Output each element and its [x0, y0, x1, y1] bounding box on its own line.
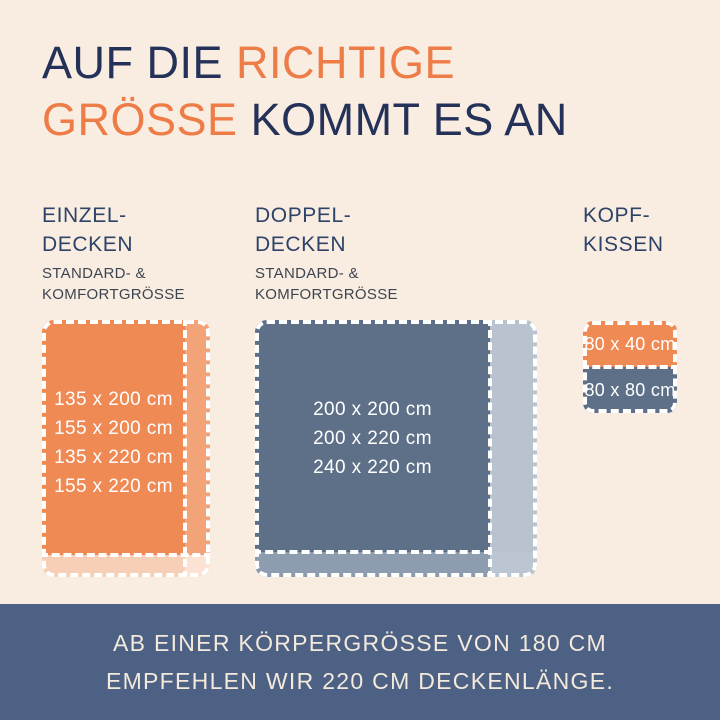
dashed-divider-horizontal	[42, 553, 210, 557]
size-label: 200 x 220 cm	[313, 427, 432, 449]
size-label: 200 x 200 cm	[313, 398, 432, 420]
size-label: 155 x 200 cm	[54, 417, 173, 439]
header-line: DECKEN	[42, 233, 134, 256]
title-segment: AUF DIE	[42, 37, 237, 88]
dashed-divider-horizontal	[255, 550, 492, 554]
section-header-einzeldecken: EINZEL- DECKEN	[42, 201, 133, 259]
dashed-divider-vertical	[488, 320, 492, 577]
doppel-size-list: 200 x 200 cm 200 x 220 cm 240 x 220 cm	[255, 320, 490, 552]
pillow-stack: 80 x 40 cm 80 x 80 cm	[583, 321, 677, 413]
einzel-width-extension	[185, 320, 210, 555]
size-label: 155 x 220 cm	[54, 475, 173, 497]
size-label: 80 x 80 cm	[584, 379, 676, 400]
subtitle-line: STANDARD- &	[42, 265, 146, 282]
pillow-80x40: 80 x 40 cm	[583, 321, 677, 367]
doppel-width-extension	[490, 320, 537, 552]
section-subtitle-einzeldecken: STANDARD- & KOMFORTGRÖSSE	[42, 263, 185, 305]
section-header-kopfkissen: KOPF- KISSEN	[583, 201, 664, 259]
size-label: 80 x 40 cm	[584, 333, 676, 354]
title-segment: GRÖSSE	[42, 94, 251, 145]
pillow-80x80: 80 x 80 cm	[583, 367, 677, 413]
title-line-1: AUF DIE RICHTIGE	[42, 37, 455, 88]
einzel-length-extension	[42, 555, 185, 577]
header-line: KISSEN	[583, 233, 664, 256]
header-line: DOPPEL-	[255, 204, 352, 227]
title-line-2: GRÖSSE KOMMT ES AN	[42, 94, 568, 145]
header-line: KOPF-	[583, 204, 651, 227]
title-segment: KOMMT ES AN	[250, 94, 568, 145]
doppel-corner-extension	[490, 552, 537, 577]
einzel-corner-extension	[185, 555, 210, 577]
banner-text-line: EMPFEHLEN WIR 220 CM DECKENLÄNGE.	[105, 668, 615, 694]
subtitle-line: STANDARD- &	[255, 265, 359, 282]
section-header-doppeldecken: DOPPEL- DECKEN	[255, 201, 351, 259]
size-label: 135 x 200 cm	[54, 388, 173, 410]
dashed-divider-vertical	[183, 320, 187, 577]
subtitle-line: KOMFORTGRÖSSE	[42, 286, 185, 303]
header-line: EINZEL-	[42, 204, 127, 227]
einzel-standard-area	[42, 320, 185, 555]
duvet-doppel-graphic: 200 x 200 cm 200 x 220 cm 240 x 220 cm	[255, 320, 537, 577]
doppel-standard-area	[255, 320, 490, 552]
section-subtitle-doppeldecken: STANDARD- & KOMFORTGRÖSSE	[255, 263, 398, 305]
einzel-size-list: 135 x 200 cm 155 x 200 cm 135 x 220 cm 1…	[42, 320, 185, 555]
title-segment: RICHTIGE	[236, 37, 456, 88]
page-title: AUF DIE RICHTIGE GRÖSSE KOMMT ES AN	[42, 34, 568, 148]
doppel-length-extension	[255, 552, 490, 577]
size-label: 135 x 220 cm	[54, 446, 173, 468]
subtitle-line: KOMFORTGRÖSSE	[255, 286, 398, 303]
banner-text-line: AB EINER KÖRPERGRÖSSE VON 180 CM	[112, 630, 608, 656]
recommendation-banner: AB EINER KÖRPERGRÖSSE VON 180 CM EMPFEHL…	[0, 604, 720, 720]
size-label: 240 x 220 cm	[313, 456, 432, 478]
header-line: DECKEN	[255, 233, 347, 256]
dashed-divider-horizontal	[583, 365, 677, 369]
duvet-einzel-graphic: 135 x 200 cm 155 x 200 cm 135 x 220 cm 1…	[42, 320, 210, 577]
